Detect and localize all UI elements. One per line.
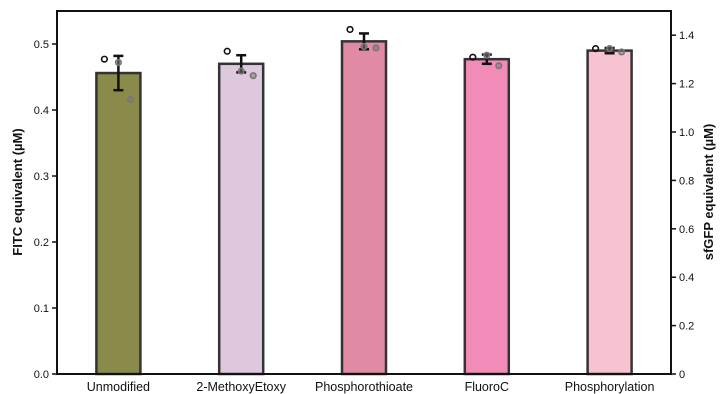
point-2-0 [346,25,354,34]
point-3-2 [495,62,503,70]
y-axis-title: FITC equivalent (µM) [10,128,25,255]
x-tick-label-0: Unmodified [87,380,150,394]
bar-0 [95,71,142,376]
y-axis-right: 0 0.2 0.4 0.6 0.8 1.0 1.2 1.4 [671,30,694,381]
bar-1 [217,62,265,376]
point-1-1 [237,67,245,75]
y2-axis-title: sfGFP equivalent (µM) [701,124,716,261]
point-0-0 [100,55,108,63]
y2-tick-label-0: 0 [679,369,685,381]
plot-frame [56,10,672,375]
bar-2 [340,40,388,376]
point-1-2 [249,72,257,80]
point-4-0 [591,45,600,53]
y2-tick-label-7: 1.4 [679,30,694,42]
y-axis-left: 0.0 0.1 0.2 0.3 0.4 0.5 [34,39,57,381]
point-0-1 [114,58,122,67]
point-4-2 [617,48,626,56]
y2-tick-label-4: 0.8 [679,175,694,187]
bar-4 [586,49,633,376]
y-tick-label-0: 0.0 [34,369,49,381]
x-tick-label-4: Phosphorylation [565,380,655,394]
y2-tick-label-1: 0.2 [679,321,694,333]
y-tick-label-5: 0.5 [34,39,49,51]
point-2-1 [360,43,368,51]
x-tick-label-3: FluoroC [465,380,509,394]
point-3-0 [469,53,477,61]
replicate-points-group [100,25,626,104]
y2-tick-label-6: 1.2 [679,79,694,91]
x-axis: Unmodified 2-MethoxyEtoxy Phosphorothioate… [87,380,655,394]
point-2-2 [372,44,380,52]
point-3-1 [483,51,491,59]
x-tick-label-2: Phosphorothioate [315,380,413,394]
y2-tick-label-5: 1.0 [679,127,694,139]
y-tick-label-1: 0.1 [34,303,49,315]
point-4-1 [605,45,614,53]
y-tick-label-3: 0.3 [34,171,49,183]
y2-tick-label-3: 0.6 [679,224,694,236]
y2-tick-label-2: 0.4 [679,272,694,284]
point-1-0 [223,47,231,55]
bar-3 [463,57,511,376]
point-0-2 [126,95,134,104]
y-tick-label-4: 0.4 [34,105,49,117]
bars-group [95,40,633,376]
x-tick-label-1: 2-MethoxyEtoxy [196,380,286,394]
y-tick-label-2: 0.2 [34,237,49,249]
